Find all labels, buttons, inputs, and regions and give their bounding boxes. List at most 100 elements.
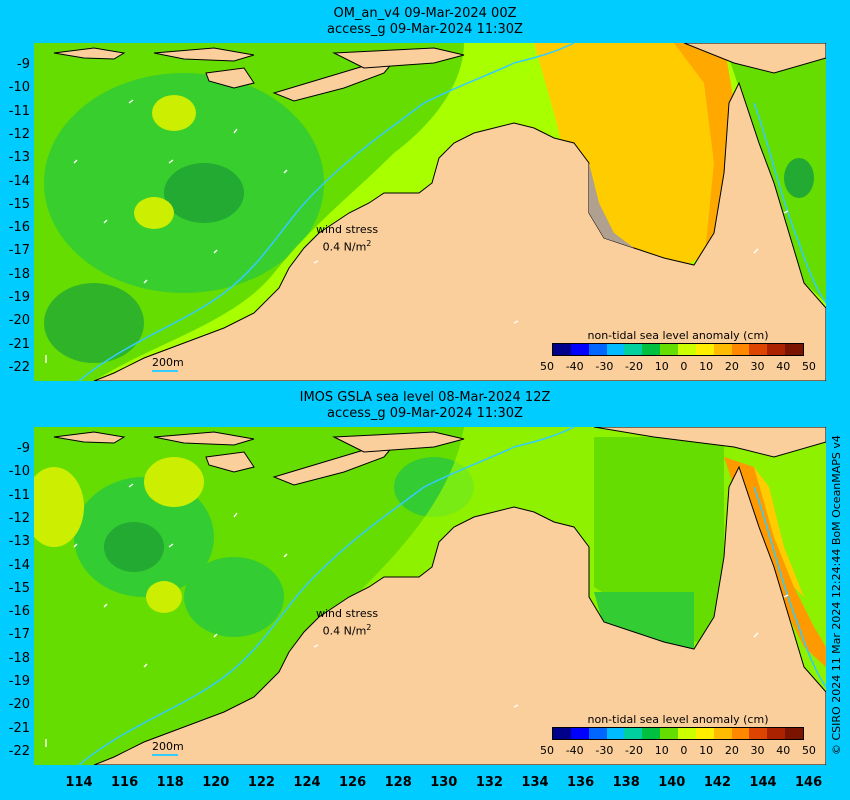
colorbar-swatch bbox=[553, 728, 571, 739]
sla-high-spot-n bbox=[152, 95, 196, 131]
island-new-guinea bbox=[683, 43, 826, 74]
panel-2-isobath-label: 200m bbox=[152, 740, 184, 756]
colorbar-tick-label: 30 bbox=[750, 744, 765, 757]
wind-vectors bbox=[45, 483, 789, 747]
panel-2-title: IMOS GSLA sea level 08-Mar-2024 12Z acce… bbox=[0, 390, 850, 422]
colorbar-swatch bbox=[570, 728, 589, 739]
latitude-label: -20 bbox=[8, 313, 30, 329]
colorbar-tick-label: 30 bbox=[750, 360, 765, 373]
australia-land bbox=[93, 81, 826, 381]
latitude-label: -20 bbox=[8, 697, 30, 713]
colorbar-tick-label: 0 bbox=[680, 744, 688, 757]
longitude-label: 132 bbox=[475, 775, 503, 790]
island-timor bbox=[272, 444, 396, 486]
latitude-label: -15 bbox=[8, 580, 30, 596]
latitude-label: -17 bbox=[8, 243, 30, 259]
coral-sea-coast-high-inner bbox=[754, 467, 804, 597]
colorbar-swatch bbox=[588, 728, 607, 739]
longitude-label: 118 bbox=[156, 775, 184, 790]
longitude-label: 146 bbox=[795, 775, 823, 790]
panel-1-title-line1: OM_an_v4 09-Mar-2024 00Z bbox=[333, 6, 517, 21]
longitude-label: 124 bbox=[293, 775, 321, 790]
colorbar-swatch bbox=[624, 344, 643, 355]
latitude-label: -11 bbox=[8, 103, 30, 119]
colorbar-swatch bbox=[660, 728, 679, 739]
sla-high-west bbox=[34, 467, 84, 547]
island-sumba bbox=[205, 67, 255, 89]
latitude-label: -12 bbox=[8, 510, 30, 526]
colorbar-tick-label: 50 bbox=[801, 360, 816, 373]
sla-low-core-sw bbox=[44, 283, 144, 363]
colorbar-tick-label: 10 bbox=[699, 744, 714, 757]
sla-high-spot bbox=[146, 581, 182, 613]
panel-2-wind-scale-sup: 2 bbox=[366, 623, 372, 632]
island-nusa-tenggara bbox=[153, 431, 255, 446]
longitude-label: 120 bbox=[202, 775, 230, 790]
panel-1-title-line2: access_g 09-Mar-2024 11:30Z bbox=[327, 22, 523, 37]
latitude-label: -22 bbox=[8, 359, 30, 375]
longitude-label: 130 bbox=[430, 775, 458, 790]
map-panel-2 bbox=[34, 427, 826, 765]
colorbar-tick-label: 20 bbox=[724, 744, 739, 757]
colorbar-swatch bbox=[749, 344, 768, 355]
latitude-label: -13 bbox=[8, 534, 30, 550]
colorbar-tick-label: -30 bbox=[595, 744, 614, 757]
colorbar-tick-label: -20 bbox=[625, 360, 644, 373]
panel-2-colorbar bbox=[552, 727, 804, 740]
panel-1-colorbar-title: non-tidal sea level anomaly (cm) bbox=[587, 329, 769, 342]
longitude-label: 138 bbox=[612, 775, 640, 790]
colorbar-tick-label: 10 bbox=[699, 360, 714, 373]
map-panel-1-svg bbox=[34, 43, 826, 381]
longitude-label: 116 bbox=[111, 775, 139, 790]
longitude-label: 126 bbox=[339, 775, 367, 790]
longitude-label: 114 bbox=[65, 775, 93, 790]
colorbar-swatch bbox=[570, 344, 589, 355]
colorbar-swatch bbox=[731, 344, 750, 355]
latitude-label: -11 bbox=[8, 487, 30, 503]
latitude-label: -18 bbox=[8, 266, 30, 282]
colorbar-swatch bbox=[553, 344, 571, 355]
panel-1-title: OM_an_v4 09-Mar-2024 00Z access_g 09-Mar… bbox=[0, 6, 850, 38]
panel-2-title-line2: access_g 09-Mar-2024 11:30Z bbox=[327, 406, 523, 421]
latitude-label: -19 bbox=[8, 290, 30, 305]
colorbar-tick-label: 20 bbox=[724, 360, 739, 373]
sla-low-core bbox=[164, 163, 244, 223]
island-banda bbox=[332, 431, 465, 453]
coral-sea-low bbox=[784, 158, 814, 198]
colorbar-tick-label: 10 bbox=[654, 744, 669, 757]
latitude-label: -16 bbox=[8, 604, 30, 620]
island-new-guinea bbox=[593, 427, 826, 458]
island-timor bbox=[272, 60, 396, 102]
panel-1-wind-scale-sup: 2 bbox=[366, 239, 372, 248]
colorbar-swatch bbox=[606, 728, 625, 739]
latitude-label: -9 bbox=[17, 441, 30, 456]
latitude-label: -22 bbox=[8, 743, 30, 759]
sla-low-region-2 bbox=[184, 557, 284, 637]
latitude-label: -21 bbox=[8, 336, 30, 352]
island-java bbox=[53, 431, 126, 444]
panel-2-colorbar-ticks: 50 -40 -30 -20 10 0 10 20 30 40 50 bbox=[540, 744, 816, 757]
credit-text: © CSIRO 2024 11 Mar 2024 12:24:44 BoM Oc… bbox=[830, 435, 843, 755]
sla-high-north bbox=[144, 457, 204, 507]
panel-2-wind-label: wind stress bbox=[316, 607, 379, 620]
colorbar-swatch bbox=[660, 344, 679, 355]
colorbar-tick-label: 40 bbox=[776, 360, 791, 373]
island-java bbox=[53, 47, 126, 60]
colorbar-tick-label: -20 bbox=[625, 744, 644, 757]
colorbar-swatch bbox=[785, 728, 804, 739]
gulf-low bbox=[594, 592, 694, 652]
latitude-label: -17 bbox=[8, 627, 30, 643]
colorbar-tick-label: 0 bbox=[680, 360, 688, 373]
panel-2-wind-legend: wind stress 0.4 N/m2 bbox=[316, 607, 378, 639]
colorbar-tick-label: 40 bbox=[776, 744, 791, 757]
colorbar-tick-label: 50 bbox=[540, 360, 554, 373]
longitude-label: 136 bbox=[567, 775, 595, 790]
sla-high-spot bbox=[134, 197, 174, 229]
latitude-label: -18 bbox=[8, 650, 30, 666]
panel-2-wind-scale: 0.4 N/m2 bbox=[316, 621, 378, 639]
latitude-label: -21 bbox=[8, 720, 30, 736]
colorbar-swatch bbox=[695, 344, 714, 355]
latitude-label: -9 bbox=[17, 57, 30, 72]
longitude-label: 128 bbox=[384, 775, 412, 790]
panel-2-title-line1: IMOS GSLA sea level 08-Mar-2024 12Z bbox=[299, 390, 551, 405]
